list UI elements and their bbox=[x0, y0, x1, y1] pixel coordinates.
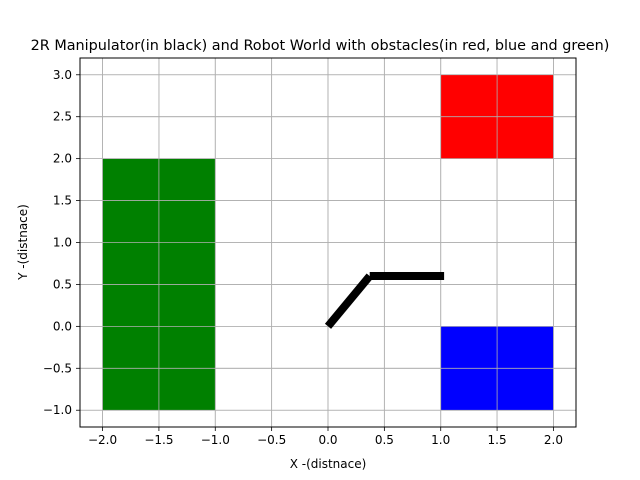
y-tick-label: 2.5 bbox=[53, 110, 72, 124]
y-tick-label: −0.5 bbox=[43, 361, 72, 375]
y-tick-label: 1.0 bbox=[53, 236, 72, 250]
y-tick-label: 1.5 bbox=[53, 194, 72, 208]
x-ticks: −2.0 −1.5 −1.0 −0.5 0.0 0.5 1.0 1.5 2.0 bbox=[88, 427, 563, 447]
obstacles bbox=[80, 58, 576, 427]
manipulator-link-1 bbox=[324, 273, 373, 329]
x-tick-label: 0.0 bbox=[318, 433, 337, 447]
manipulator bbox=[324, 272, 445, 329]
y-ticks: −1.0 −0.5 0.0 0.5 1.0 1.5 2.0 2.5 3.0 bbox=[43, 68, 80, 417]
x-tick-label: −1.0 bbox=[201, 433, 230, 447]
chart-title: 2R Manipulator(in black) and Robot World… bbox=[31, 38, 610, 54]
x-tick-label: −2.0 bbox=[88, 433, 117, 447]
y-axis-label: Y -(distnace) bbox=[16, 204, 30, 281]
x-axis-label: X -(distnace) bbox=[290, 457, 367, 471]
y-tick-label: 3.0 bbox=[53, 68, 72, 82]
x-tick-label: 2.0 bbox=[544, 433, 563, 447]
y-tick-label: 0.5 bbox=[53, 277, 72, 291]
y-tick-label: 2.0 bbox=[53, 152, 72, 166]
y-tick-label: −1.0 bbox=[43, 403, 72, 417]
x-tick-label: −0.5 bbox=[257, 433, 286, 447]
x-tick-label: 1.5 bbox=[488, 433, 507, 447]
x-tick-label: 0.5 bbox=[375, 433, 394, 447]
x-tick-label: −1.5 bbox=[144, 433, 173, 447]
y-tick-label: 0.0 bbox=[53, 319, 72, 333]
x-tick-label: 1.0 bbox=[431, 433, 450, 447]
